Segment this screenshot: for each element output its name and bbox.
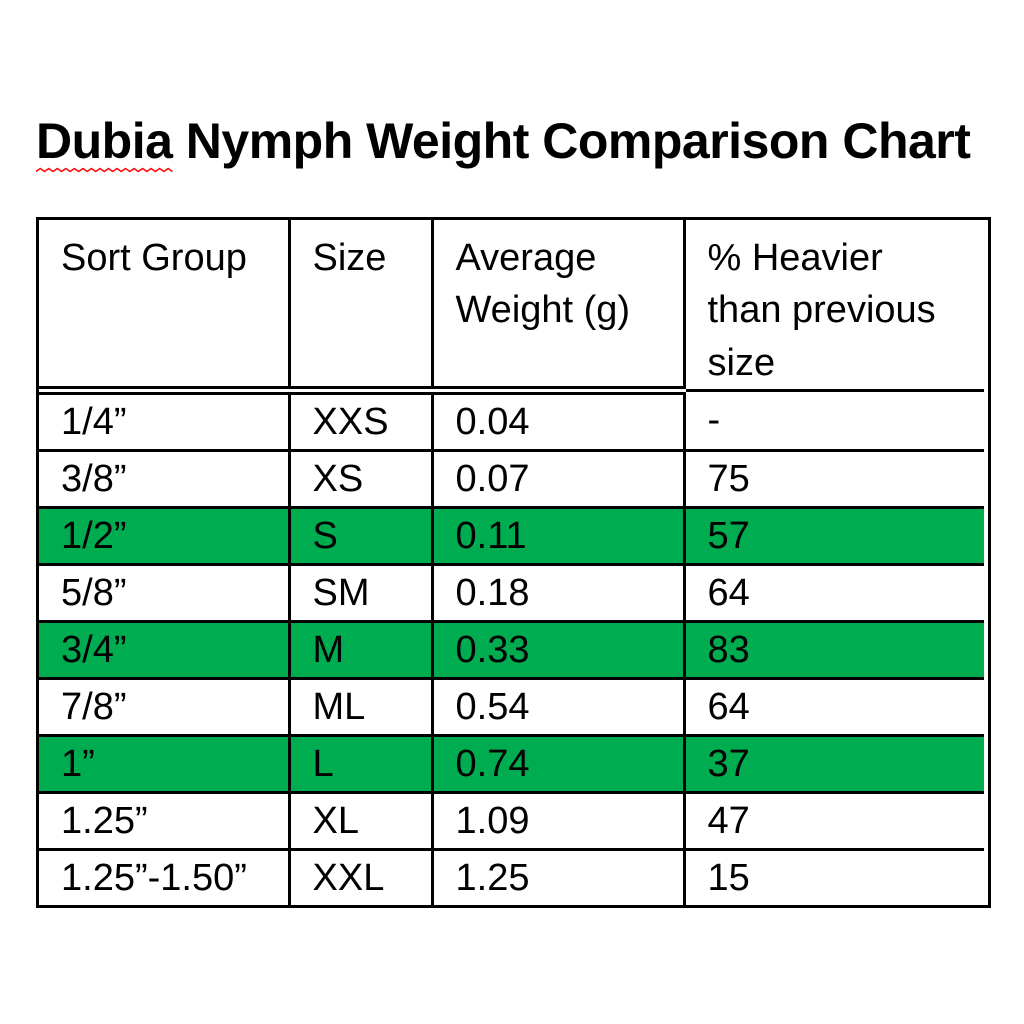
cell-sort-group: 1/4”: [39, 390, 291, 453]
weight-comparison-table: Sort Group Size Average Weight (g) % Hea…: [39, 220, 984, 906]
cell-average-weight: 0.54: [432, 678, 686, 738]
cell-average-weight: 1.09: [432, 792, 686, 852]
cell-sort-group: 1”: [39, 735, 291, 795]
header-cell-average-weight: Average Weight (g): [432, 220, 686, 396]
cell-percent-heavier: -: [684, 390, 984, 453]
table-row: 1.25” XL 1.09 47: [39, 792, 984, 852]
table-row: 7/8” ML 0.54 64: [39, 678, 984, 738]
cell-average-weight: 0.11: [432, 507, 686, 567]
cell-percent-heavier: 57: [684, 507, 984, 567]
title-word-misspelled: Dubia: [36, 116, 172, 166]
cell-sort-group: 3/4”: [39, 621, 291, 681]
spellcheck-squiggle: [36, 167, 172, 173]
title-rest: Nymph Weight Comparison Chart: [172, 113, 971, 169]
cell-percent-heavier: 75: [684, 450, 984, 510]
cell-percent-heavier: 47: [684, 792, 984, 852]
cell-percent-heavier: 64: [684, 564, 984, 624]
table-row-highlighted: 3/4” M 0.33 83: [39, 621, 984, 681]
cell-size: S: [289, 507, 434, 567]
cell-size: M: [289, 621, 434, 681]
cell-percent-heavier: 64: [684, 678, 984, 738]
table-row-highlighted: 1/2” S 0.11 57: [39, 507, 984, 567]
cell-percent-heavier: 37: [684, 735, 984, 795]
cell-average-weight: 0.07: [432, 450, 686, 510]
table-row: 1.25”-1.50” XXL 1.25 15: [39, 849, 984, 906]
header-row: Sort Group Size Average Weight (g) % Hea…: [39, 220, 984, 396]
cell-sort-group: 1/2”: [39, 507, 291, 567]
table-row-highlighted: 1” L 0.74 37: [39, 735, 984, 795]
cell-average-weight: 1.25: [432, 849, 686, 906]
header-cell-size: Size: [289, 220, 434, 396]
table-row: 3/8” XS 0.07 75: [39, 450, 984, 510]
page-title: Dubia Nymph Weight Comparison Chart: [36, 113, 971, 169]
cell-size: ML: [289, 678, 434, 738]
cell-percent-heavier: 83: [684, 621, 984, 681]
header-cell-percent-heavier: % Heavier than previous size: [684, 220, 984, 393]
cell-size: XS: [289, 450, 434, 510]
table-row: 1/4” XXS 0.04 -: [39, 390, 984, 453]
cell-percent-heavier: 15: [707, 856, 750, 899]
cell-size: SM: [289, 564, 434, 624]
cell-size: L: [289, 735, 434, 795]
cell-sort-group: 1.25”-1.50”: [39, 849, 291, 906]
table-row: 5/8” SM 0.18 64: [39, 564, 984, 624]
cell-average-weight: 0.74: [432, 735, 686, 795]
cell-average-weight: 0.04: [432, 390, 686, 453]
cell-sort-group: 1.25”: [39, 792, 291, 852]
title-word-text: Dubia: [36, 113, 173, 169]
cell-average-weight: 0.33: [432, 621, 686, 681]
header-cell-sort-group: Sort Group: [39, 220, 291, 396]
cell-sort-group: 7/8”: [39, 678, 291, 738]
cell-average-weight: 0.18: [432, 564, 686, 624]
cell-size: XXS: [289, 390, 434, 453]
cell-size: XXL: [289, 849, 434, 906]
cell-size: XL: [289, 792, 434, 852]
cell-sort-group: 3/8”: [39, 450, 291, 510]
weight-table-frame: Sort Group Size Average Weight (g) % Hea…: [36, 217, 991, 909]
cell-sort-group: 5/8”: [39, 564, 291, 624]
